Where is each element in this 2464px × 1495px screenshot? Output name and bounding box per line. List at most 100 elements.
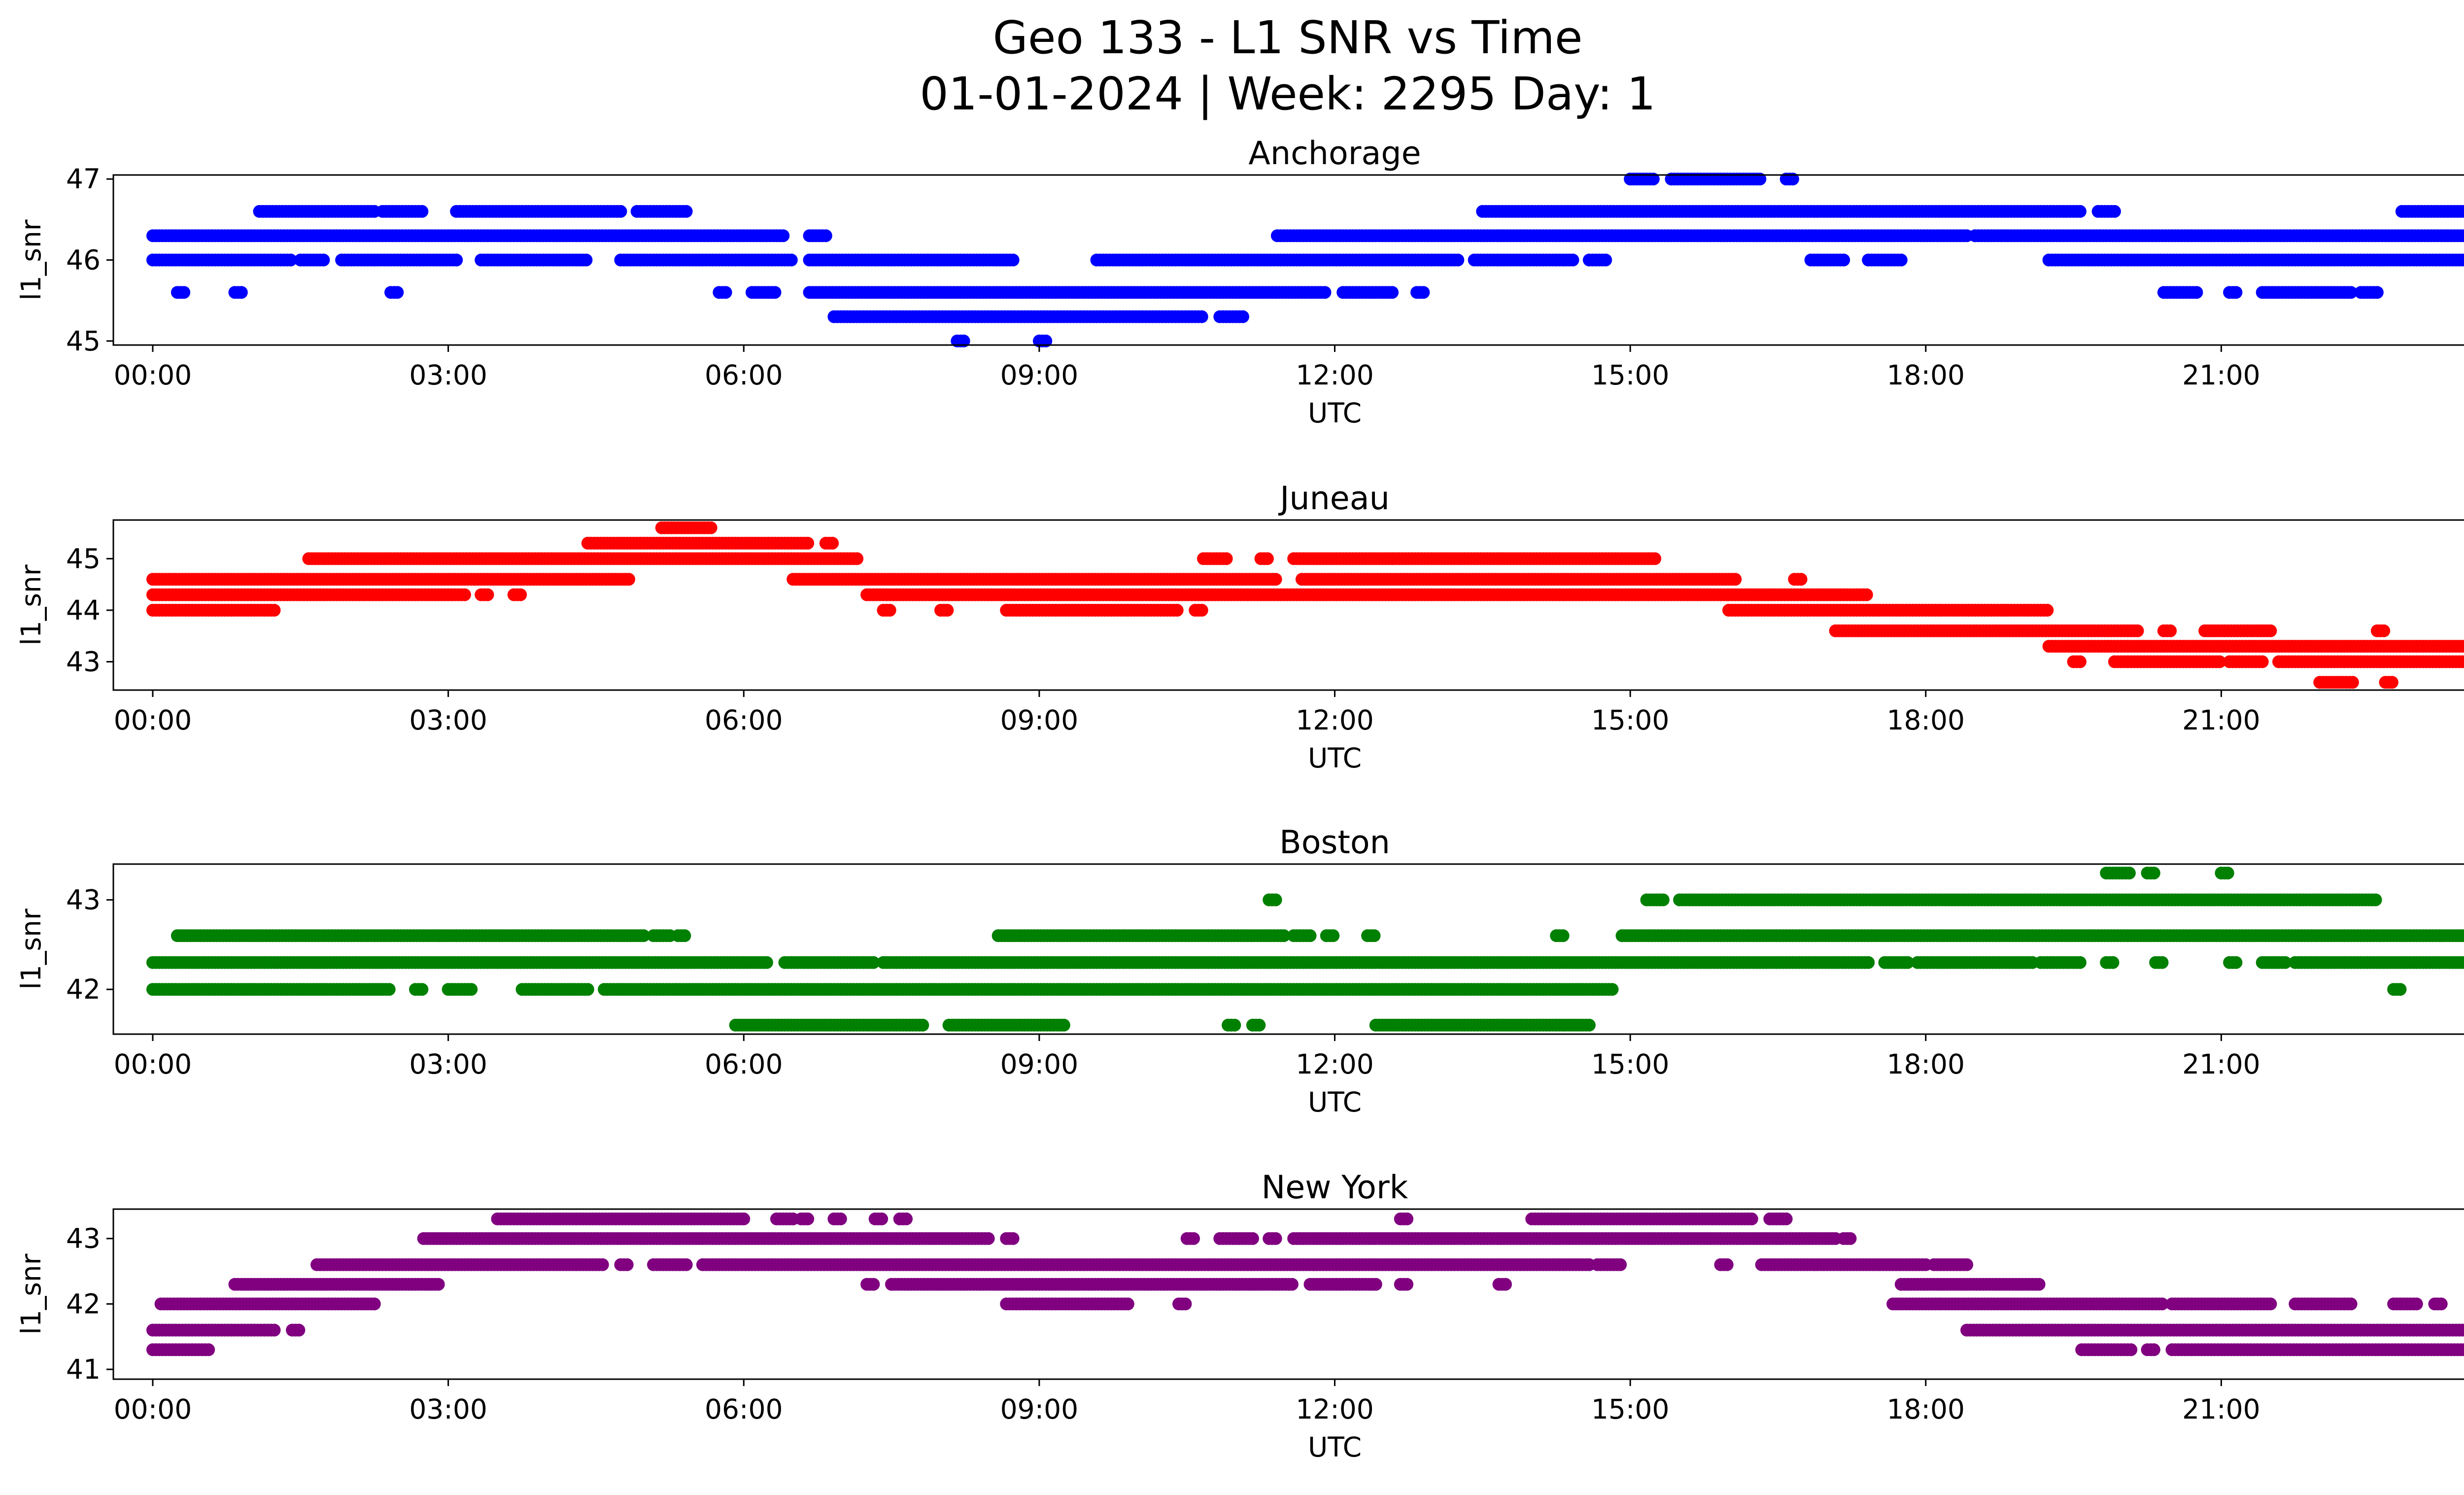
y-axis-label: l1_snr [15, 564, 47, 645]
data-point [1729, 573, 1742, 586]
data-point [719, 286, 732, 299]
data-point [284, 253, 297, 267]
data-point [2344, 286, 2358, 299]
data-point [760, 956, 773, 969]
data-point [1837, 253, 1850, 267]
x-tick-label: 00:00 [114, 359, 192, 391]
data-point [2370, 286, 2384, 299]
x-axis: 00:00 03:00 06:00 09:00 12:00 15:00 18:00 21:00… [114, 345, 2260, 429]
data-point [678, 929, 691, 942]
data-point [2156, 956, 2169, 969]
chart-title: Anchorage [1248, 135, 1421, 172]
data-point [2264, 624, 2277, 637]
x-tick-label: 12:00 [1296, 359, 1374, 391]
data-point [458, 588, 471, 601]
x-tick-label: 15:00 [1591, 359, 1670, 391]
data-point [785, 253, 798, 267]
data-point [2463, 256, 2464, 264]
data-point [2073, 205, 2087, 218]
data-point [1451, 253, 1465, 267]
y-axis: 43 44 45 l1_snr [15, 543, 113, 678]
x-tick-label: 21:00 [2182, 704, 2260, 736]
x-tick-label: 09:00 [1000, 704, 1079, 736]
x-tick-label: 18:00 [1887, 704, 1965, 736]
data-point [1606, 983, 1619, 996]
x-tick-label: 06:00 [705, 359, 783, 391]
y-axis-label: l1_snr [15, 219, 47, 300]
data-point [2346, 676, 2359, 689]
data-point [622, 573, 635, 586]
data-point [941, 604, 954, 617]
data-point [382, 983, 396, 996]
data-point [177, 286, 191, 299]
data-point [317, 253, 330, 267]
figure-title-line1: Geo 133 - L1 SNR vs Time [993, 11, 1583, 64]
data-point [1195, 604, 1208, 617]
data-point [2106, 956, 2120, 969]
x-tick-label: 18:00 [1887, 359, 1965, 391]
x-tick-label: 03:00 [409, 359, 487, 391]
y-tick-label: 44 [66, 594, 101, 626]
data-point [481, 588, 494, 601]
x-tick-label: 03:00 [409, 704, 487, 736]
y-tick-label: 47 [66, 163, 101, 195]
data-point [680, 205, 693, 218]
data-point [2256, 655, 2269, 668]
data-point [415, 205, 429, 218]
data-point [851, 552, 864, 565]
x-tick-label: 21:00 [2182, 359, 2260, 391]
data-point [1261, 552, 1274, 565]
data-point [1794, 573, 1808, 586]
data-point [819, 229, 832, 243]
data-point [1860, 588, 1873, 601]
x-tick-label: 12:00 [1296, 704, 1374, 736]
series-points [146, 173, 2464, 348]
data-point [883, 604, 896, 617]
data-point [2385, 676, 2398, 689]
data-point [1386, 286, 1399, 299]
data-point [1170, 604, 1184, 617]
x-tick-label: 15:00 [1591, 704, 1670, 736]
data-point [1648, 552, 1662, 565]
chart-title: Boston [1279, 824, 1390, 861]
data-point [2461, 230, 2464, 242]
data-point [2190, 286, 2203, 299]
x-axis-label: UTC [1308, 397, 1362, 429]
data-point [1894, 253, 1908, 267]
y-tick-label: 45 [66, 543, 101, 574]
data-point [1566, 253, 1579, 267]
data-point [235, 286, 248, 299]
figure-title-line2: 01-01-2024 | Week: 2295 Day: 1 [920, 68, 1656, 120]
x-tick-label: 00:00 [114, 704, 192, 736]
data-point [581, 983, 594, 996]
data-point [268, 604, 281, 617]
data-point [1236, 310, 1249, 323]
data-point [2131, 624, 2144, 637]
data-point [2164, 624, 2177, 637]
data-point [1006, 253, 1020, 267]
data-point [514, 588, 527, 601]
data-point [777, 229, 790, 243]
y-tick-label: 43 [66, 646, 101, 678]
data-point [2394, 983, 2407, 996]
data-point [2377, 624, 2391, 637]
data-point [391, 286, 404, 299]
data-point [465, 983, 478, 996]
data-point [415, 983, 429, 996]
x-axis: 00:00 03:00 06:00 09:00 12:00 15:00 18:00 21:00… [114, 690, 2260, 774]
data-point [1417, 286, 1430, 299]
data-point [2073, 655, 2087, 668]
data-point [768, 286, 782, 299]
x-tick-label: 09:00 [1000, 359, 1079, 391]
y-tick-label: 46 [66, 244, 101, 276]
data-point [1195, 310, 1208, 323]
data-point [450, 253, 463, 267]
data-point [2461, 206, 2464, 217]
x-tick-label: 06:00 [705, 704, 783, 736]
series-points [146, 867, 2464, 1032]
data-point [1862, 956, 1875, 969]
data-point [2041, 604, 2054, 617]
